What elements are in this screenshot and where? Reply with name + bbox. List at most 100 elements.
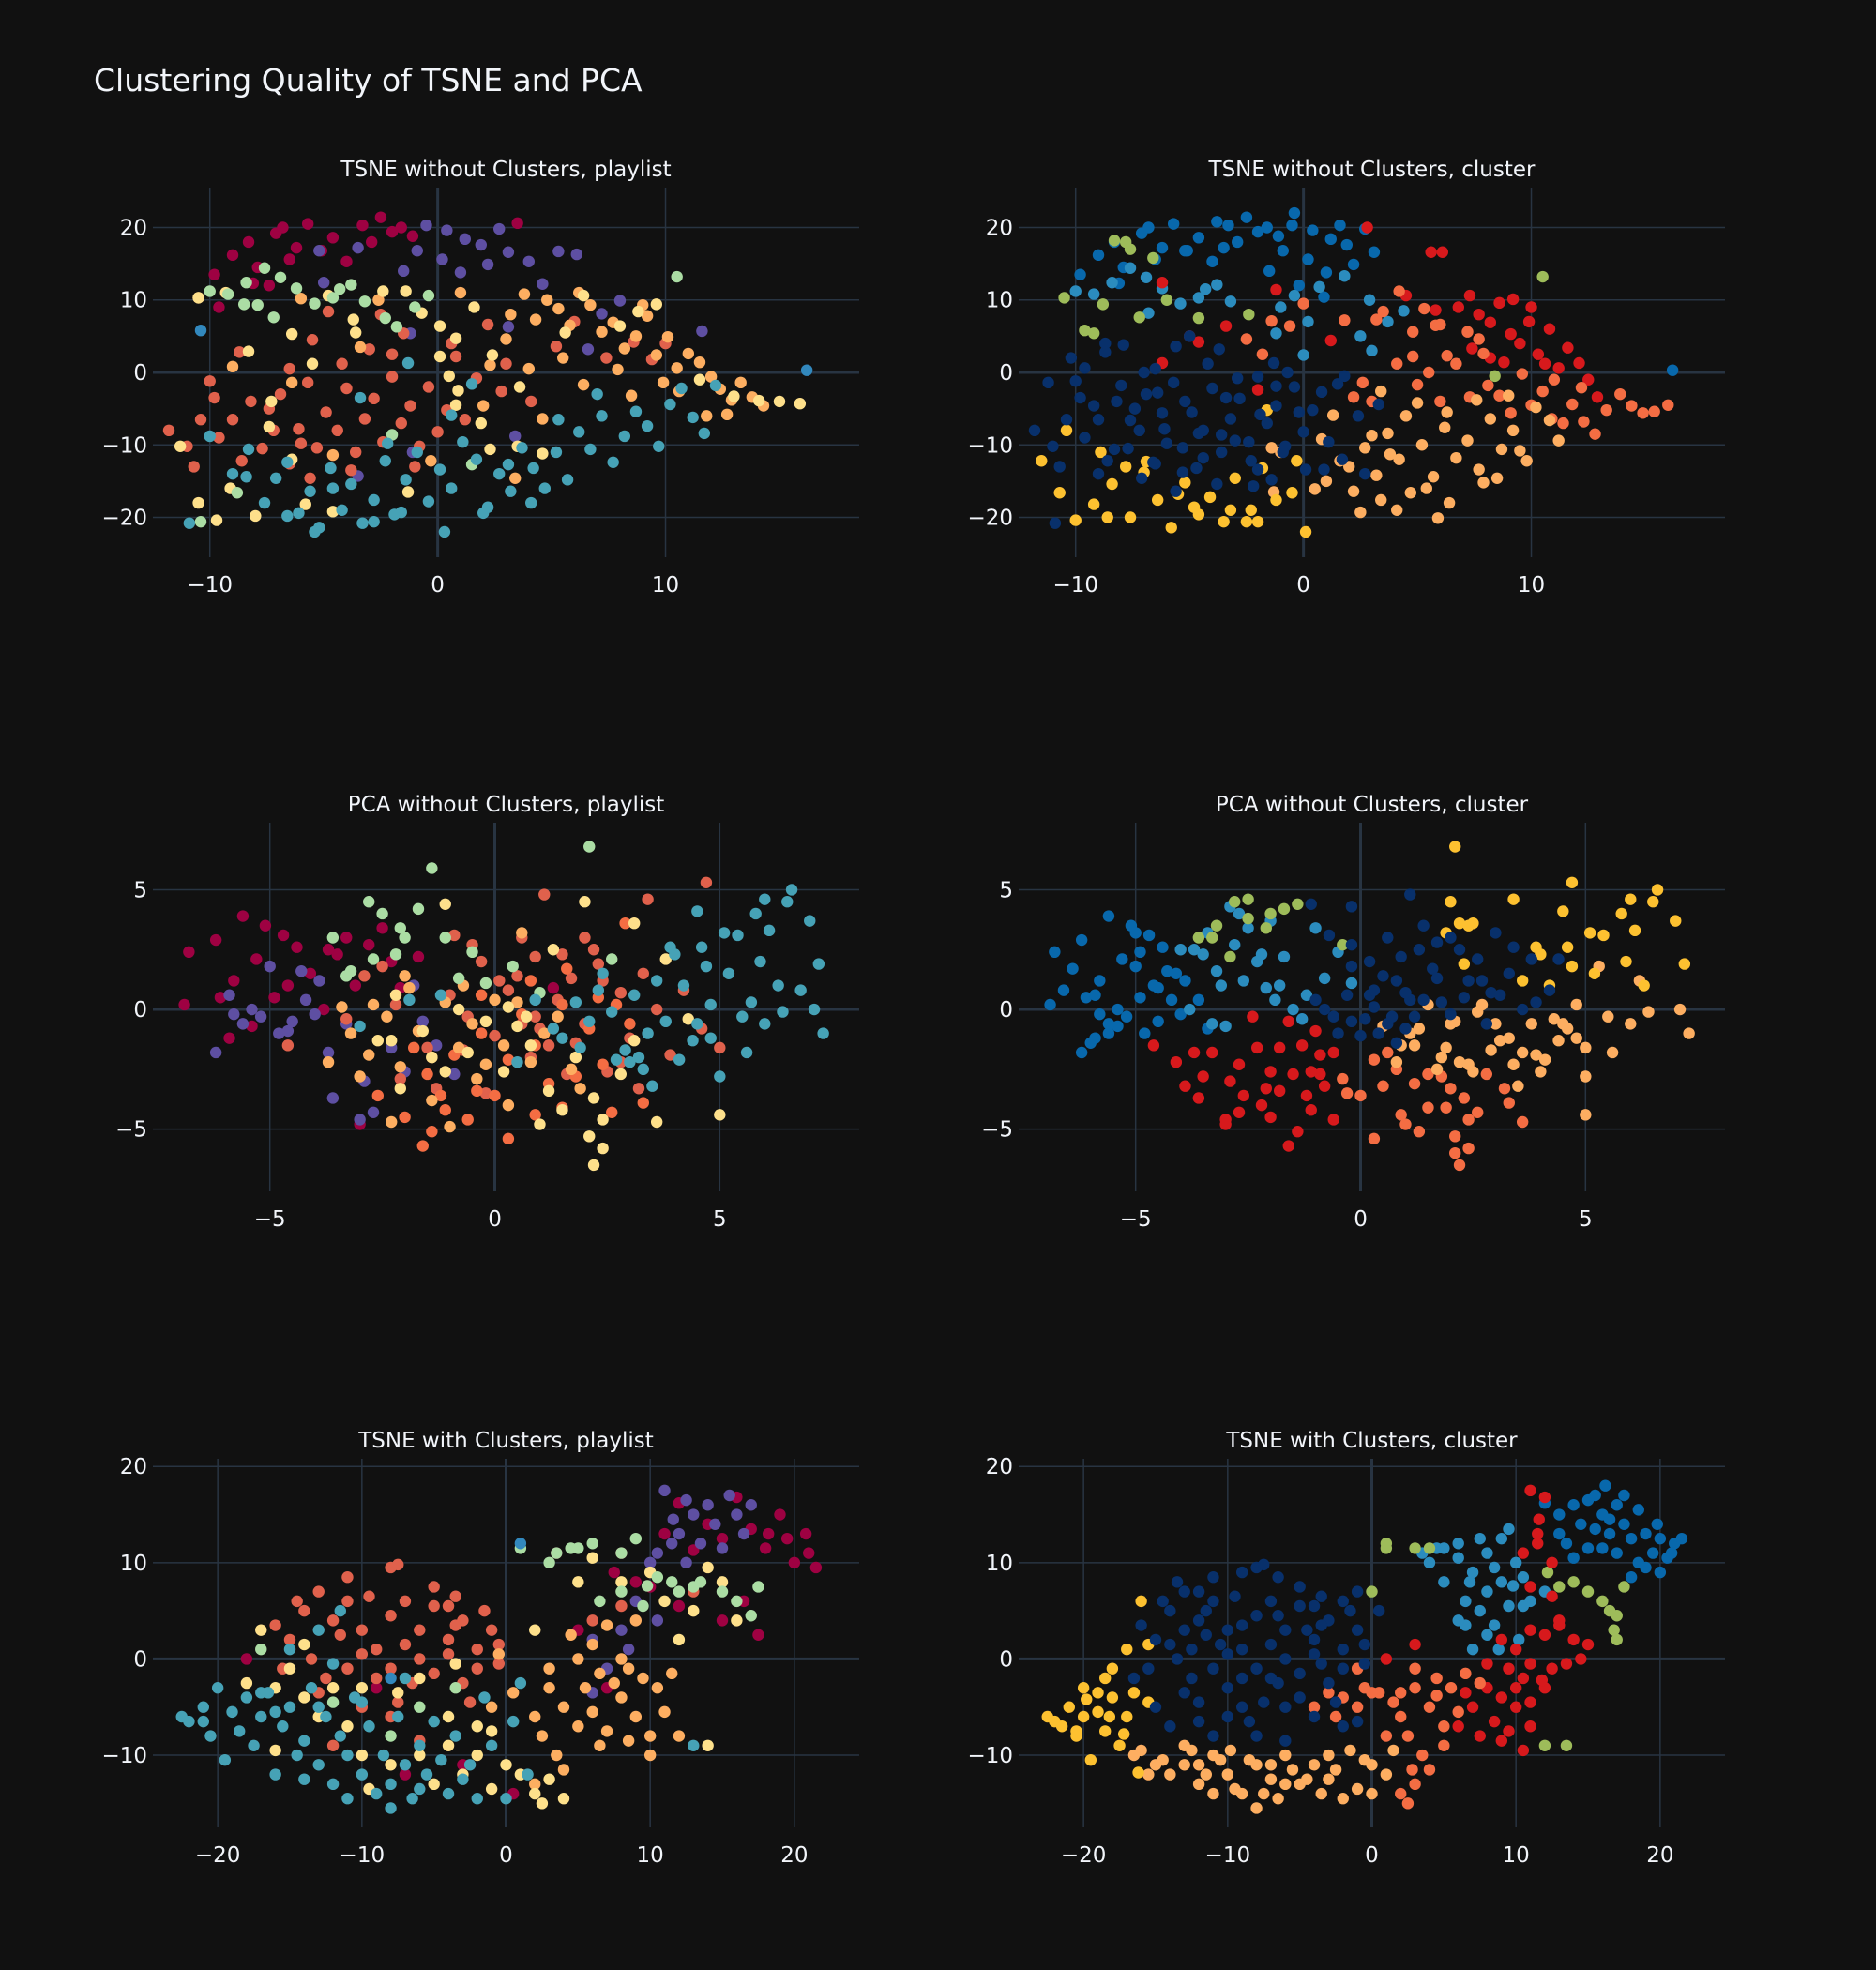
data-point [559, 326, 571, 339]
data-point [650, 1115, 663, 1129]
data-point [502, 246, 515, 258]
data-point [619, 917, 631, 930]
subplot-title: TSNE with Clusters, cluster [1225, 1429, 1518, 1453]
data-point [543, 1556, 555, 1569]
data-point [1372, 1604, 1385, 1617]
data-point [651, 1614, 664, 1627]
data-point [701, 410, 713, 422]
data-point [1503, 1662, 1515, 1674]
data-point [650, 298, 663, 311]
data-point [1324, 233, 1337, 246]
data-point [511, 217, 523, 230]
data-point [497, 1039, 510, 1052]
data-point [1235, 1672, 1248, 1685]
data-point [475, 989, 488, 1001]
data-point [1214, 1638, 1227, 1651]
data-point [520, 1010, 533, 1023]
data-point [502, 321, 515, 333]
data-point [336, 357, 348, 370]
data-point [586, 1552, 598, 1564]
data-point [277, 221, 289, 234]
data-point [1243, 308, 1255, 321]
data-point [502, 984, 515, 996]
data-point [1294, 1691, 1306, 1704]
data-point [502, 1099, 515, 1112]
data-point [745, 996, 758, 1008]
data-point [606, 1106, 618, 1118]
data-point [1485, 1044, 1497, 1056]
data-point [439, 1104, 451, 1116]
data-point [1452, 1705, 1464, 1719]
data-point [1314, 1068, 1326, 1081]
data-point [1127, 1672, 1141, 1685]
data-point [1049, 517, 1062, 529]
data-point [1270, 493, 1282, 507]
data-point [370, 1672, 383, 1685]
data-point [1560, 1739, 1573, 1751]
data-point [1557, 417, 1569, 430]
data-point [1481, 1629, 1493, 1641]
data-point [304, 967, 317, 979]
data-point [781, 896, 794, 908]
data-point [1475, 975, 1489, 987]
data-point [1243, 1753, 1256, 1766]
data-point [1395, 1109, 1407, 1121]
data-point [529, 1778, 541, 1791]
data-point [1490, 1018, 1502, 1030]
data-point [502, 1053, 515, 1066]
data-point [178, 998, 190, 1011]
data-point [269, 1768, 281, 1781]
data-point [1516, 1003, 1529, 1016]
data-point [1081, 1693, 1093, 1705]
data-point [613, 320, 627, 332]
data-point [772, 979, 784, 992]
data-point [1603, 1513, 1616, 1525]
subplot-5: TSNE with Clusters, playlist−20 −10 0 10 20−… [101, 1429, 859, 1868]
data-point [226, 467, 239, 480]
data-point [326, 1778, 340, 1791]
data-point [716, 1614, 729, 1627]
data-point [475, 417, 487, 430]
data-point [1474, 1532, 1486, 1545]
data-point [1179, 245, 1191, 257]
data-point [1344, 1744, 1356, 1757]
data-point [1188, 1046, 1201, 1059]
subplot-title: TSNE without Clusters, playlist [340, 158, 671, 182]
data-point [1363, 955, 1376, 968]
data-point [702, 1499, 714, 1511]
data-point [1235, 1701, 1248, 1713]
data-point [326, 482, 340, 494]
data-point [1092, 249, 1105, 262]
data-point [1416, 1749, 1429, 1762]
data-point [1548, 373, 1561, 386]
data-point [1493, 1035, 1506, 1047]
data-point [1270, 400, 1282, 412]
data-point [1503, 1097, 1515, 1109]
data-point [1488, 1715, 1501, 1728]
data-point [367, 953, 380, 965]
data-point [586, 1538, 598, 1550]
data-point [283, 253, 295, 265]
data-point [1092, 467, 1105, 480]
data-point [211, 1682, 224, 1694]
data-point [1637, 407, 1649, 419]
data-point [1532, 348, 1545, 360]
data-point [1372, 1027, 1384, 1039]
data-point [1278, 902, 1291, 916]
data-point [584, 298, 597, 311]
data-point [1293, 406, 1305, 418]
data-point [1229, 472, 1241, 484]
data-point [1461, 434, 1474, 447]
data-point [502, 1132, 515, 1145]
data-point [579, 932, 591, 944]
data-point [1395, 1787, 1407, 1800]
data-point [1119, 461, 1132, 473]
data-point [1115, 379, 1127, 392]
data-point [1265, 474, 1278, 486]
data-point [596, 326, 608, 338]
data-point [1264, 1672, 1278, 1685]
data-point [197, 1701, 209, 1713]
data-point [376, 960, 388, 973]
data-point [312, 1759, 325, 1771]
data-point [722, 967, 735, 979]
